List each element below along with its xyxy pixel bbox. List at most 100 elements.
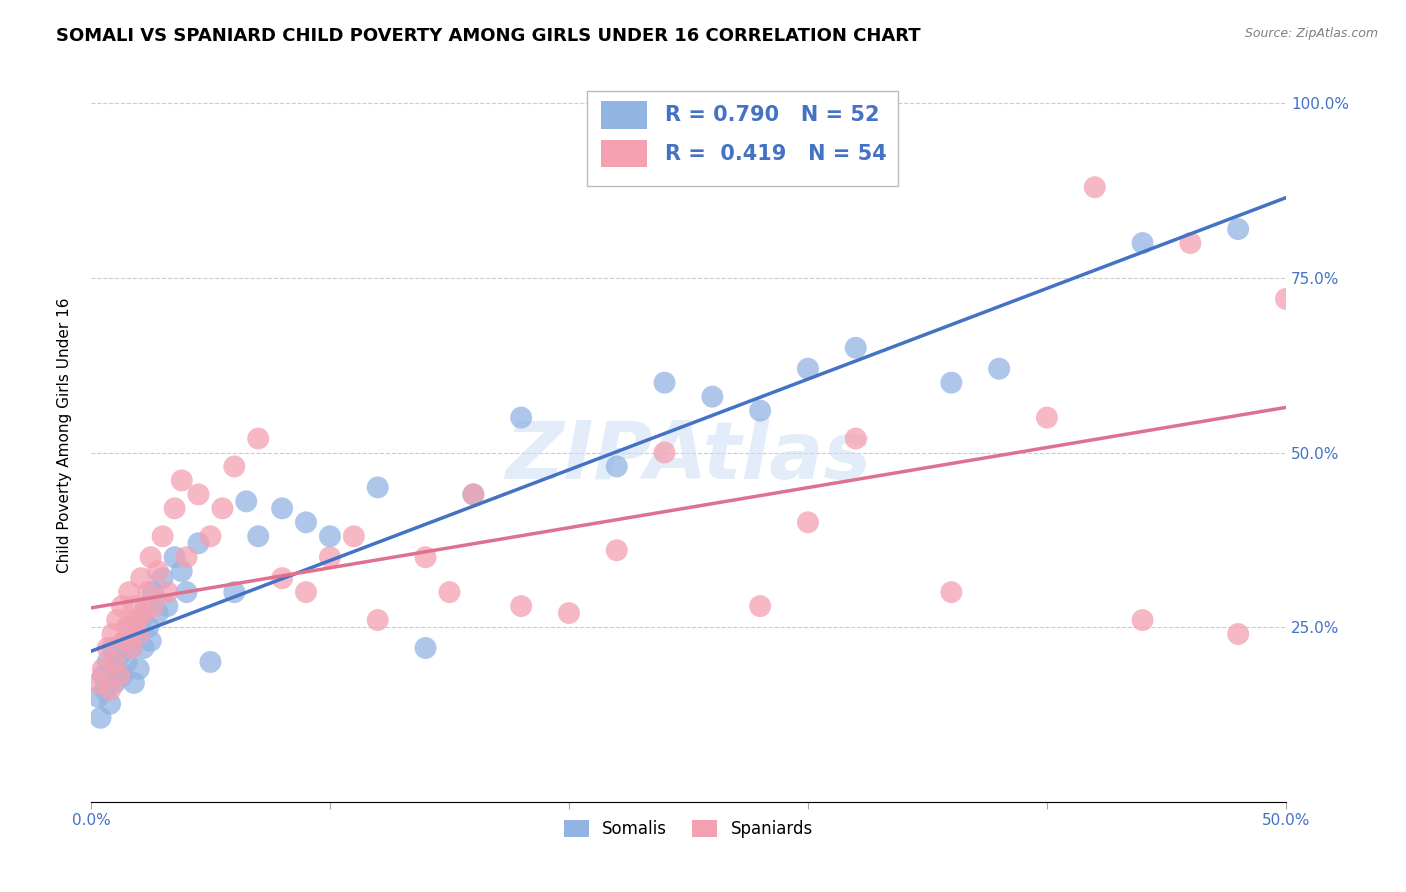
Bar	[602, 101, 647, 128]
Point	[845, 432, 868, 446]
Point	[415, 640, 437, 655]
Point	[142, 599, 165, 613]
Point	[129, 571, 152, 585]
Point	[654, 376, 676, 390]
Point	[122, 676, 145, 690]
FancyBboxPatch shape	[586, 90, 897, 186]
Point	[941, 376, 963, 390]
Point	[125, 627, 148, 641]
Point	[118, 585, 141, 599]
Point	[98, 682, 121, 697]
Point	[108, 648, 131, 662]
Point	[118, 620, 141, 634]
Text: Source: ZipAtlas.com: Source: ZipAtlas.com	[1244, 27, 1378, 40]
Point	[111, 669, 134, 683]
Point	[105, 613, 128, 627]
Point	[129, 613, 152, 627]
Point	[122, 599, 145, 613]
Point	[271, 571, 294, 585]
Point	[142, 585, 165, 599]
Point	[98, 697, 121, 711]
Y-axis label: Child Poverty Among Girls Under 16: Child Poverty Among Girls Under 16	[58, 297, 72, 573]
Point	[132, 606, 155, 620]
Text: ZIPAtlas: ZIPAtlas	[505, 418, 872, 496]
Point	[343, 529, 366, 543]
Point	[439, 585, 461, 599]
Point	[112, 634, 135, 648]
Point	[200, 655, 222, 669]
Point	[1132, 235, 1154, 250]
Point	[941, 585, 963, 599]
Point	[152, 529, 174, 543]
Point	[125, 613, 148, 627]
Point	[139, 634, 162, 648]
Point	[749, 599, 772, 613]
Point	[211, 501, 233, 516]
Point	[367, 613, 389, 627]
Point	[247, 432, 270, 446]
Point	[94, 682, 117, 697]
Point	[156, 599, 179, 613]
Point	[235, 494, 257, 508]
Point	[1227, 627, 1250, 641]
Point	[163, 550, 186, 565]
Bar	[602, 140, 647, 168]
Point	[136, 620, 159, 634]
Point	[170, 564, 193, 578]
Point	[108, 669, 131, 683]
Point	[176, 585, 198, 599]
Point	[146, 564, 169, 578]
Point	[132, 640, 155, 655]
Point	[91, 669, 114, 683]
Point	[89, 711, 111, 725]
Point	[463, 487, 485, 501]
Point	[176, 550, 198, 565]
Point	[115, 655, 138, 669]
Point	[510, 599, 533, 613]
Text: R = 0.790   N = 52: R = 0.790 N = 52	[665, 104, 879, 125]
Point	[139, 550, 162, 565]
Point	[163, 501, 186, 516]
Point	[319, 529, 342, 543]
Point	[654, 445, 676, 459]
Point	[115, 620, 138, 634]
Point	[104, 655, 127, 669]
Point	[845, 341, 868, 355]
Point	[797, 516, 820, 530]
Point	[224, 585, 246, 599]
Point	[101, 627, 124, 641]
Point	[152, 571, 174, 585]
Point	[187, 536, 209, 550]
Point	[415, 550, 437, 565]
Point	[136, 585, 159, 599]
Point	[121, 640, 143, 655]
Point	[463, 487, 485, 501]
Point	[111, 599, 134, 613]
Point	[988, 361, 1011, 376]
Text: R =  0.419   N = 54: R = 0.419 N = 54	[665, 145, 886, 164]
Point	[1227, 222, 1250, 236]
Point	[200, 529, 222, 543]
Point	[558, 606, 581, 620]
Point	[187, 487, 209, 501]
Text: SOMALI VS SPANIARD CHILD POVERTY AMONG GIRLS UNDER 16 CORRELATION CHART: SOMALI VS SPANIARD CHILD POVERTY AMONG G…	[56, 27, 921, 45]
Point	[749, 403, 772, 417]
Point	[87, 676, 110, 690]
Point	[97, 655, 120, 669]
Point	[271, 501, 294, 516]
Point	[128, 627, 150, 641]
Point	[510, 410, 533, 425]
Point	[319, 550, 342, 565]
Point	[146, 606, 169, 620]
Point	[97, 640, 120, 655]
Point	[1036, 410, 1059, 425]
Point	[224, 459, 246, 474]
Point	[105, 662, 128, 676]
Point	[367, 480, 389, 494]
Point	[91, 662, 114, 676]
Point	[121, 640, 143, 655]
Legend: Somalis, Spaniards: Somalis, Spaniards	[557, 813, 820, 845]
Point	[295, 516, 318, 530]
Point	[104, 676, 127, 690]
Point	[101, 640, 124, 655]
